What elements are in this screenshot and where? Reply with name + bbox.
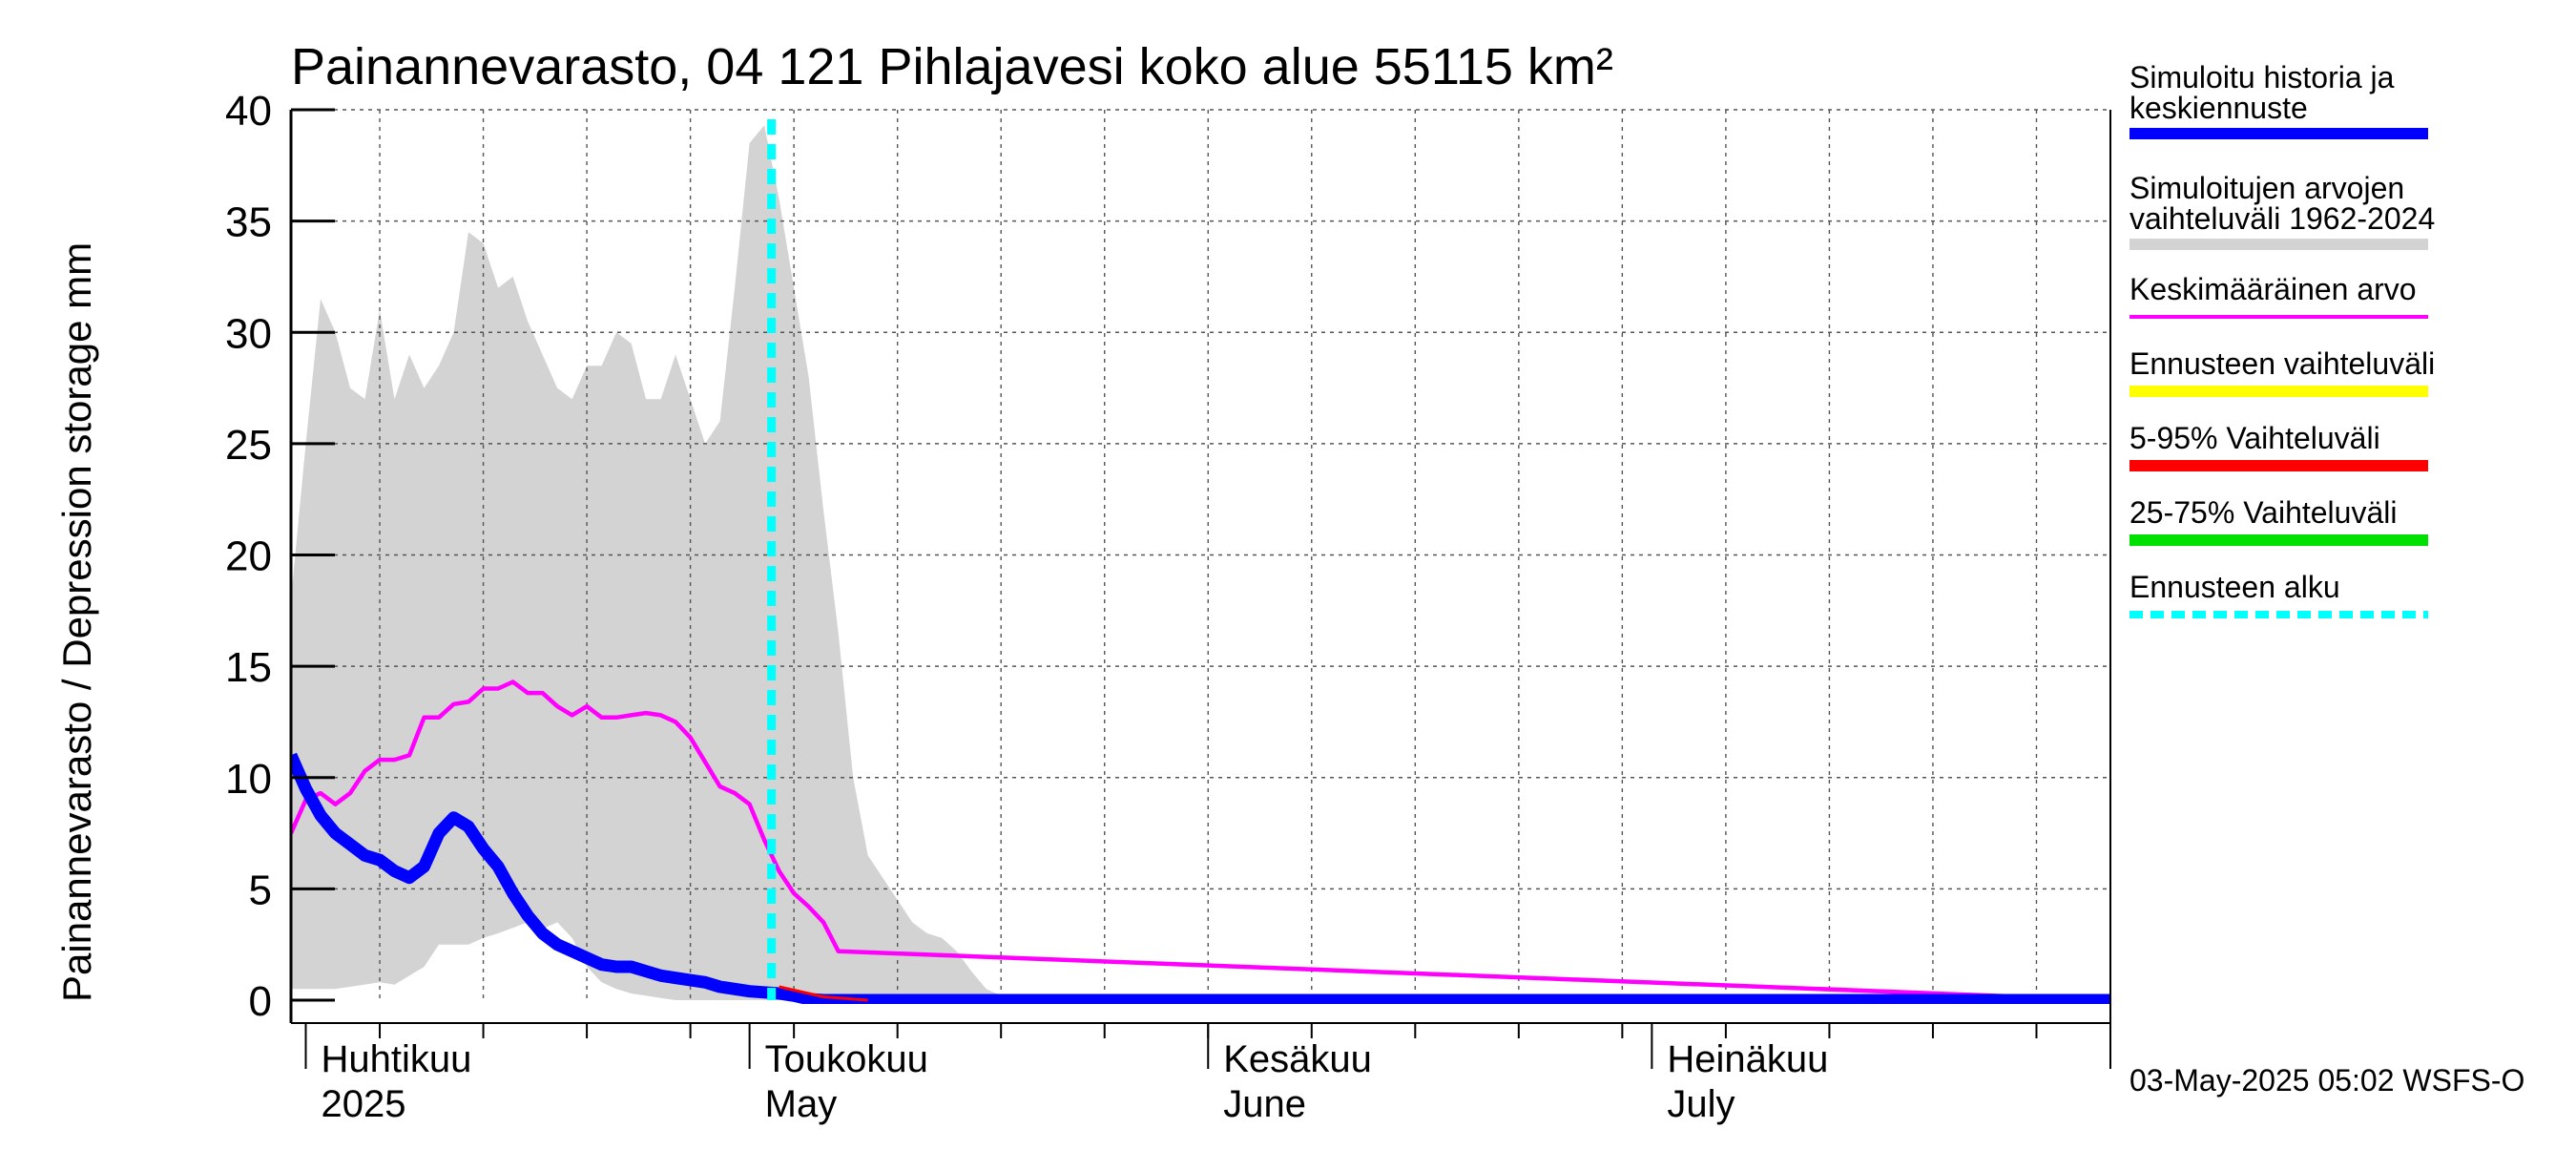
legend-label-line: vaihteluväli 1962-2024 <box>2129 201 2435 236</box>
legend-item: 5-95% Vaihteluväli <box>2129 421 2428 471</box>
y-tick-label: 20 <box>225 533 272 580</box>
legend-label-line: Simuloitu historia ja <box>2129 60 2395 94</box>
y-tick-label: 0 <box>249 978 272 1025</box>
legend-label: Simuloitujen arvojen vaihteluväli 1962-20… <box>2129 171 2435 236</box>
y-tick-label: 15 <box>225 644 272 691</box>
plot-layer: 0510152025303540Huhtikuu2025ToukokuuMayK… <box>225 88 2111 1125</box>
y-tick-label: 30 <box>225 310 272 357</box>
legend-item: Ennusteen vaihteluväli <box>2129 346 2435 397</box>
y-tick-label: 25 <box>225 422 272 469</box>
x-month-sublabel: July <box>1667 1083 1735 1125</box>
legend-label: Ennusteen vaihteluväli <box>2129 346 2435 381</box>
legend: Simuloitu historia ja keskiennusteSimuloi… <box>2129 60 2435 618</box>
x-month-label: Heinäkuu <box>1667 1038 1828 1080</box>
x-month-sublabel: 2025 <box>322 1083 406 1125</box>
forecast-range-line <box>779 985 868 1002</box>
y-tick-label: 35 <box>225 199 272 246</box>
variability-band <box>291 125 2110 1001</box>
x-month-sublabel: June <box>1223 1083 1306 1125</box>
legend-label: 25-75% Vaihteluväli <box>2129 495 2397 530</box>
x-month-label: Huhtikuu <box>322 1038 472 1080</box>
legend-item: Simuloitujen arvojen vaihteluväli 1962-20… <box>2129 171 2435 250</box>
legend-label: 5-95% Vaihteluväli <box>2129 421 2380 455</box>
series-line-0 <box>291 680 2110 1003</box>
legend-item: Keskimääräinen arvo <box>2129 272 2428 319</box>
legend-label-line: keskiennuste <box>2129 91 2308 125</box>
legend-item: 25-75% Vaihteluväli <box>2129 495 2428 546</box>
legend-label-line: Simuloitujen arvojen <box>2129 171 2404 205</box>
chart-title: Painannevarasto, 04 121 Pihlajavesi koko… <box>291 38 1613 95</box>
x-month-label: Kesäkuu <box>1223 1038 1372 1080</box>
x-month-sublabel: May <box>765 1083 838 1125</box>
x-month-label: Toukokuu <box>765 1038 928 1080</box>
legend-label: Simuloitu historia ja keskiennuste <box>2129 60 2395 125</box>
legend-label: Ennusteen alku <box>2129 570 2340 604</box>
y-tick-label: 10 <box>225 756 272 803</box>
y-tick-label: 40 <box>225 88 272 135</box>
y-tick-label: 5 <box>249 867 272 913</box>
y-axis-label: Painannevarasto / Depression storage mm <box>54 242 99 1002</box>
legend-item: Simuloitu historia ja keskiennuste <box>2129 60 2428 139</box>
footer-timestamp: 03-May-2025 05:02 WSFS-O <box>2129 1063 2524 1098</box>
legend-item: Ennusteen alku <box>2129 570 2428 618</box>
legend-label: Keskimääräinen arvo <box>2129 272 2417 306</box>
